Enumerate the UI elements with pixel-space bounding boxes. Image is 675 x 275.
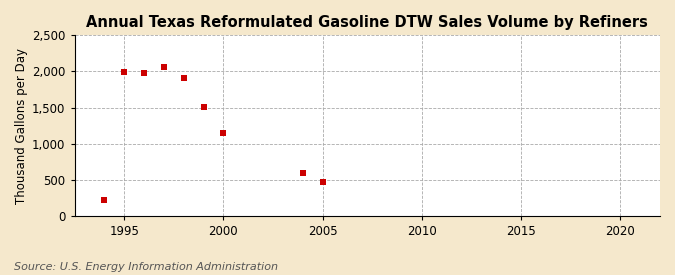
Point xyxy=(138,71,149,75)
Point xyxy=(119,70,130,74)
Point xyxy=(178,76,189,80)
Point xyxy=(159,65,169,69)
Title: Annual Texas Reformulated Gasoline DTW Sales Volume by Refiners: Annual Texas Reformulated Gasoline DTW S… xyxy=(86,15,648,30)
Point xyxy=(218,131,229,135)
Text: Source: U.S. Energy Information Administration: Source: U.S. Energy Information Administ… xyxy=(14,262,277,272)
Point xyxy=(298,171,308,175)
Point xyxy=(317,180,328,184)
Y-axis label: Thousand Gallons per Day: Thousand Gallons per Day xyxy=(15,48,28,204)
Point xyxy=(99,198,110,202)
Point xyxy=(198,105,209,109)
